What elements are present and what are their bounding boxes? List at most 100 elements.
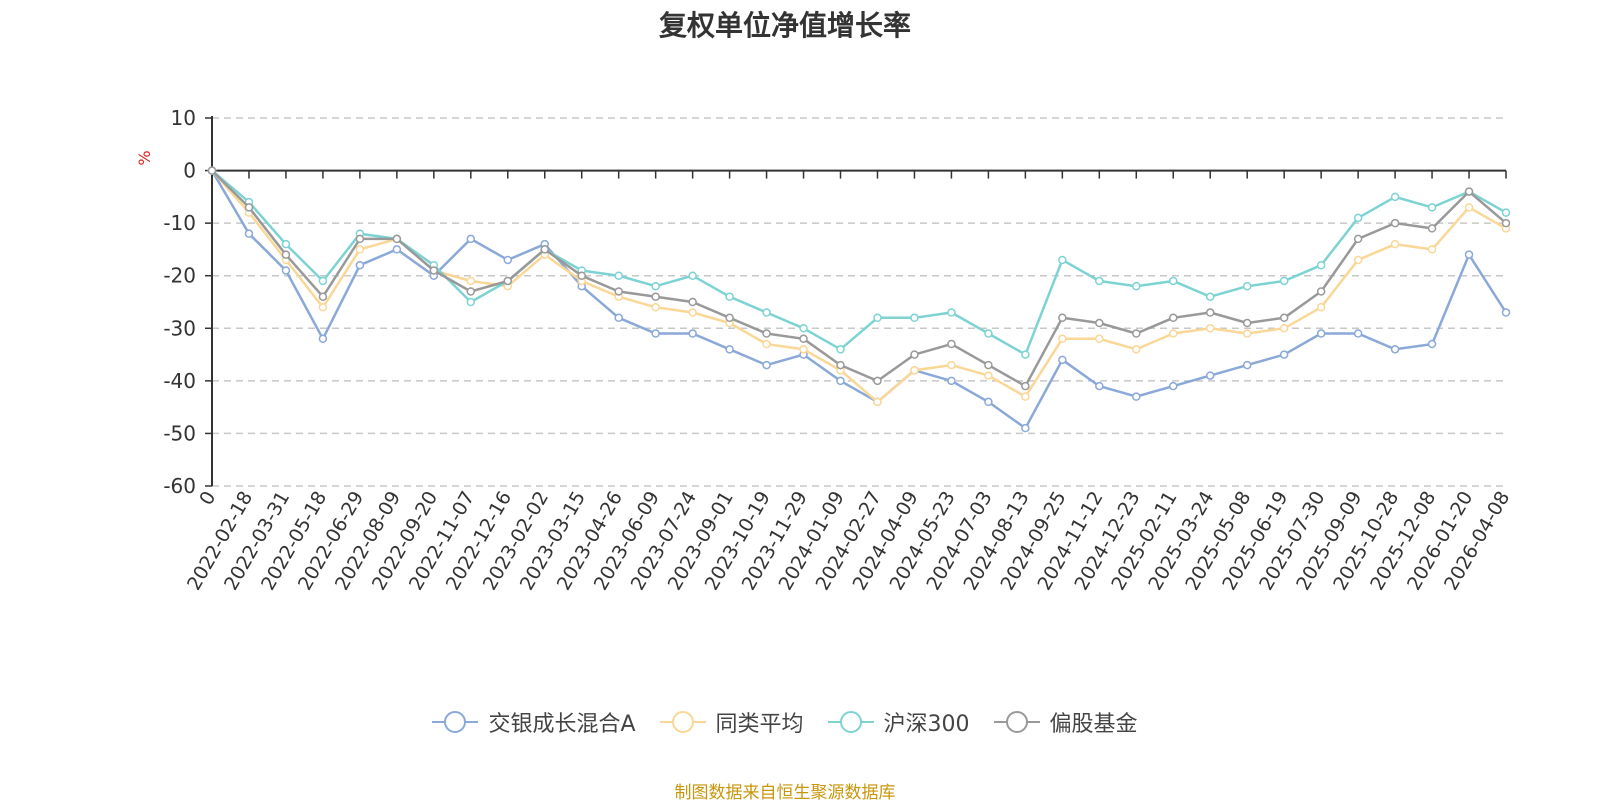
data-point [1205,371,1215,380]
y-tick-label: -10 [163,211,196,235]
data-point [1242,360,1252,370]
data-point [614,271,623,280]
series-1 [207,166,1511,433]
data-point [651,329,660,338]
data-point [1427,245,1437,254]
data-point [1021,350,1030,359]
data-point [429,266,439,275]
data-point [910,350,919,359]
data-point [318,303,328,312]
data-point [207,166,217,175]
data-point [947,339,956,349]
data-point [466,276,476,286]
series-line [210,169,1508,430]
data-point [1132,281,1141,291]
data-point [836,345,845,354]
data-point [1205,324,1215,333]
y-tick-label: -30 [163,316,196,340]
data-point [1501,218,1511,228]
legend-label: 交银成长混合A [488,712,636,737]
data-point [281,250,291,259]
data-point [762,308,771,317]
data-point [762,329,771,338]
data-point [947,360,956,370]
data-point [1095,276,1104,286]
data-point [1353,234,1363,244]
data-point [1058,355,1067,365]
data-point [1095,318,1104,328]
data-point [281,266,291,275]
data-point [873,313,882,323]
data-point [836,360,845,370]
data-point [466,234,476,244]
data-point [799,324,808,333]
data-point [355,245,365,254]
data-point [725,292,734,301]
data-point [799,334,808,344]
data-point [1390,192,1400,202]
data-point [1132,392,1141,401]
data-point [1242,318,1252,328]
data-point [1390,218,1400,228]
legend-item[interactable]: 交银成长混合A [432,706,636,738]
data-point [281,239,291,249]
data-point [1279,313,1289,323]
series-lines [207,166,1511,433]
data-point [318,334,328,344]
data-point [540,245,549,254]
data-point [1205,292,1215,301]
series-2 [207,166,1511,407]
data-point [503,255,513,265]
data-point [836,376,845,386]
data-point [355,260,365,270]
data-point [984,371,993,380]
data-point [1279,276,1289,286]
y-tick-label: -50 [163,421,196,445]
legend-swatch-icon [993,711,1040,733]
legend-item[interactable]: 偏股基金 [993,706,1138,738]
legend-label: 沪深300 [883,712,970,737]
data-point [503,276,513,286]
data-point [1390,345,1400,354]
data-point [688,297,697,307]
data-point [1464,203,1474,212]
data-point [947,308,956,317]
data-point [1132,329,1141,338]
data-point [392,234,402,244]
data-point [1021,392,1030,401]
legend-swatch-icon [432,711,479,733]
y-axis-unit-label: % [135,150,154,165]
data-point [1501,308,1511,317]
data-point [466,287,476,296]
chart-title: 复权单位净值增长率 [658,9,911,42]
legend-swatch-icon [827,711,874,733]
data-point [910,313,919,323]
data-point [1169,381,1178,391]
series-line [211,169,1507,356]
data-point [1279,324,1289,333]
y-tick-label: -40 [163,369,196,393]
data-point [1427,203,1437,212]
data-point [1353,329,1363,338]
data-point [688,329,697,338]
series-line [211,169,1507,404]
data-point [984,360,993,370]
data-point [1095,334,1104,344]
data-point [1316,303,1326,312]
data-point [651,303,660,312]
data-point [799,345,808,354]
legend-item[interactable]: 同类平均 [659,706,804,738]
data-point [947,376,956,386]
y-tick-label: 10 [171,106,196,130]
series-4 [207,166,1511,391]
data-point [1501,208,1511,217]
data-point [984,329,993,338]
legend-item[interactable]: 沪深300 [827,706,970,738]
data-point [244,203,254,212]
data-point [1279,350,1289,359]
data-point [1464,250,1474,259]
series-3 [207,166,1511,359]
data-point [1058,334,1067,344]
data-point [1021,423,1030,433]
y-tick-label: -60 [163,474,196,498]
